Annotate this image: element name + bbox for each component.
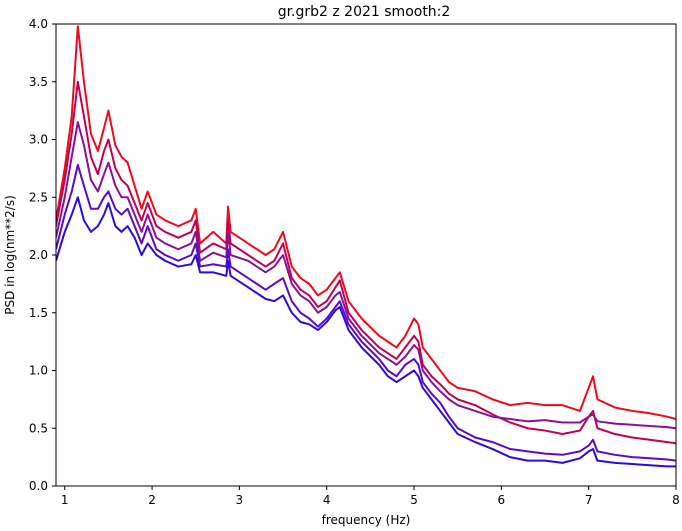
y-axis-label: PSD in log(nm**2/s) xyxy=(3,195,17,315)
y-tick-label: 0.5 xyxy=(29,421,48,435)
y-axis-ticks: 0.0 0.5 1.0 1.5 2.0 2.5 3.0 3.5 4.0 xyxy=(29,17,56,493)
y-tick-label: 2.0 xyxy=(29,248,48,262)
chart-title: gr.grb2 z 2021 smooth:2 xyxy=(278,4,451,20)
x-tick-label: 6 xyxy=(498,493,506,507)
y-tick-label: 1.5 xyxy=(29,306,48,320)
x-tick-label: 7 xyxy=(585,493,593,507)
y-tick-label: 0.0 xyxy=(29,479,48,493)
series-line-1 xyxy=(56,25,676,420)
x-tick-label: 5 xyxy=(410,493,418,507)
y-tick-label: 4.0 xyxy=(29,17,48,31)
x-tick-label: 1 xyxy=(61,493,69,507)
y-tick-label: 3.5 xyxy=(29,75,48,89)
x-axis-ticks: 1 2 3 4 5 6 7 8 xyxy=(61,486,680,507)
x-tick-label: 3 xyxy=(236,493,244,507)
x-tick-label: 4 xyxy=(323,493,331,507)
x-tick-label: 2 xyxy=(148,493,156,507)
series-layer xyxy=(56,25,676,468)
series-line-2 xyxy=(56,80,676,445)
x-tick-label: 8 xyxy=(672,493,680,507)
series-line-3 xyxy=(56,121,676,430)
plot-frame xyxy=(55,23,677,487)
y-tick-label: 1.0 xyxy=(29,364,48,378)
y-tick-label: 3.0 xyxy=(29,133,48,147)
series-line-5 xyxy=(56,196,676,468)
series-line-4 xyxy=(56,163,676,462)
x-axis-label: frequency (Hz) xyxy=(322,513,411,527)
y-tick-label: 2.5 xyxy=(29,190,48,204)
